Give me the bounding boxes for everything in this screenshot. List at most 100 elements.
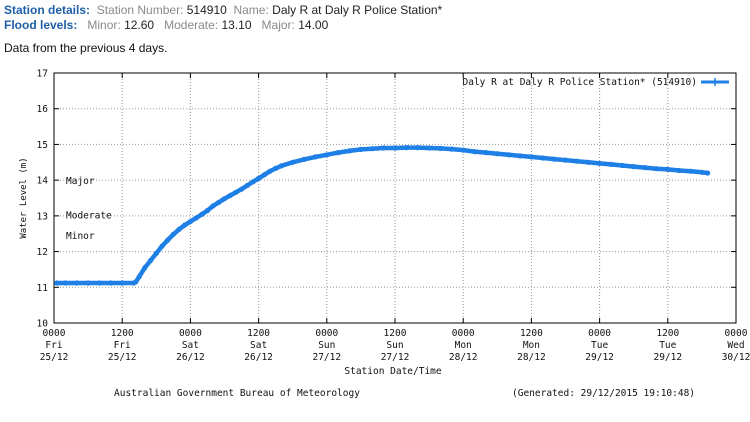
data-point: [358, 146, 364, 152]
data-point: [119, 280, 125, 286]
data-point: [494, 151, 500, 157]
x-tick-time: 1200: [520, 328, 543, 339]
data-point: [631, 164, 637, 170]
x-tick-date: 30/12: [722, 352, 750, 363]
plot-frame: [53, 72, 737, 324]
x-tick-date: 25/12: [40, 352, 69, 363]
data-point: [403, 145, 409, 151]
x-tick-date: 26/12: [176, 352, 205, 363]
data-point: [159, 243, 165, 249]
flood-levels-label: Flood levels:: [4, 18, 78, 32]
data-point: [369, 146, 375, 152]
major-value: 14.00: [298, 18, 329, 32]
x-axis-label: Station Date/Time: [344, 366, 442, 377]
x-tick-date: 28/12: [517, 352, 546, 363]
series-group: [54, 145, 711, 286]
x-tick-time: 0000: [315, 328, 338, 339]
data-point: [261, 172, 267, 178]
data-note: Data from the previous 4 days.: [4, 41, 168, 55]
flood-marker-minor: Minor: [66, 231, 95, 242]
grid-lines: [54, 73, 736, 323]
data-point: [437, 145, 444, 151]
data-point: [108, 280, 114, 286]
data-point: [96, 280, 103, 286]
data-point: [182, 222, 188, 228]
data-point: [256, 175, 262, 181]
data-point: [165, 237, 171, 243]
data-point: [619, 162, 625, 169]
x-tick-day: Sat: [182, 340, 199, 351]
data-point: [665, 166, 671, 172]
x-tick-date: 26/12: [244, 352, 273, 363]
x-tick-time: 0000: [725, 328, 748, 339]
x-tick-date: 28/12: [449, 352, 478, 363]
x-tick-day: Tue: [659, 340, 676, 351]
data-point: [267, 168, 273, 174]
footer-agency: Australian Government Bureau of Meteorol…: [114, 388, 360, 399]
x-tick-time: 0000: [452, 328, 475, 339]
flood-level-markers: Major Moderate Minor: [66, 176, 112, 242]
x-tick-day: Sun: [386, 340, 403, 351]
data-point: [460, 147, 466, 153]
data-point: [426, 145, 432, 151]
data-point: [278, 163, 284, 169]
flood-marker-moderate: Moderate: [66, 210, 112, 221]
data-point: [204, 207, 211, 214]
x-tick-day: Wed: [727, 340, 744, 351]
data-point: [574, 158, 580, 164]
station-name-label: Name:: [233, 3, 269, 17]
footer-generated: (Generated: 29/12/2015 19:10:48): [512, 388, 695, 399]
legend-label: Daly R at Daly R Police Station* (514910…: [463, 77, 698, 88]
x-axis-ticks: 0000Fri25/121200Fri25/120000Sat26/121200…: [40, 73, 750, 363]
y-tick-label: 16: [37, 104, 49, 115]
x-tick-time: 0000: [179, 328, 202, 339]
data-point: [153, 250, 159, 256]
data-point: [54, 280, 60, 286]
data-point: [239, 186, 245, 192]
flood-levels-row: Flood levels: Minor: 12.60 Moderate: 13.…: [4, 18, 328, 32]
data-point: [381, 145, 387, 151]
series-line: [54, 145, 710, 286]
legend: Daly R at Daly R Police Station* (514910…: [463, 77, 729, 88]
y-tick-label: 15: [37, 140, 48, 151]
x-tick-date: 25/12: [108, 352, 137, 363]
data-point: [74, 280, 80, 286]
x-tick-day: Tue: [591, 340, 608, 351]
data-point: [705, 170, 711, 176]
data-point: [415, 145, 421, 151]
data-point: [506, 152, 512, 158]
major-label: Major:: [261, 18, 295, 32]
station-details-label: Station details:: [4, 3, 91, 17]
x-tick-time: 0000: [588, 328, 611, 339]
data-point: [176, 226, 182, 232]
data-point: [85, 280, 91, 286]
data-point: [250, 179, 256, 185]
data-point: [142, 265, 148, 271]
y-tick-label: 13: [37, 211, 48, 222]
x-tick-date: 29/12: [653, 352, 682, 363]
x-tick-day: Mon: [455, 340, 472, 351]
data-point: [133, 279, 139, 285]
data-point: [233, 189, 239, 195]
flood-marker-major: Major: [66, 176, 95, 187]
data-point: [210, 203, 216, 209]
data-point: [312, 154, 318, 160]
data-point: [642, 165, 648, 171]
station-name: Daly R at Daly R Police Station*: [272, 3, 443, 17]
data-point: [244, 182, 250, 189]
data-point: [301, 156, 307, 162]
data-point: [483, 150, 489, 156]
data-point: [676, 167, 682, 174]
data-point: [597, 160, 603, 166]
data-point: [472, 149, 478, 155]
data-point: [449, 146, 455, 152]
data-point: [346, 148, 353, 154]
minor-label: Minor:: [87, 18, 121, 32]
x-tick-date: 29/12: [585, 352, 614, 363]
data-point: [199, 211, 205, 217]
data-point: [221, 196, 228, 202]
data-point: [517, 153, 523, 159]
data-point: [136, 274, 142, 280]
data-point: [608, 161, 614, 167]
